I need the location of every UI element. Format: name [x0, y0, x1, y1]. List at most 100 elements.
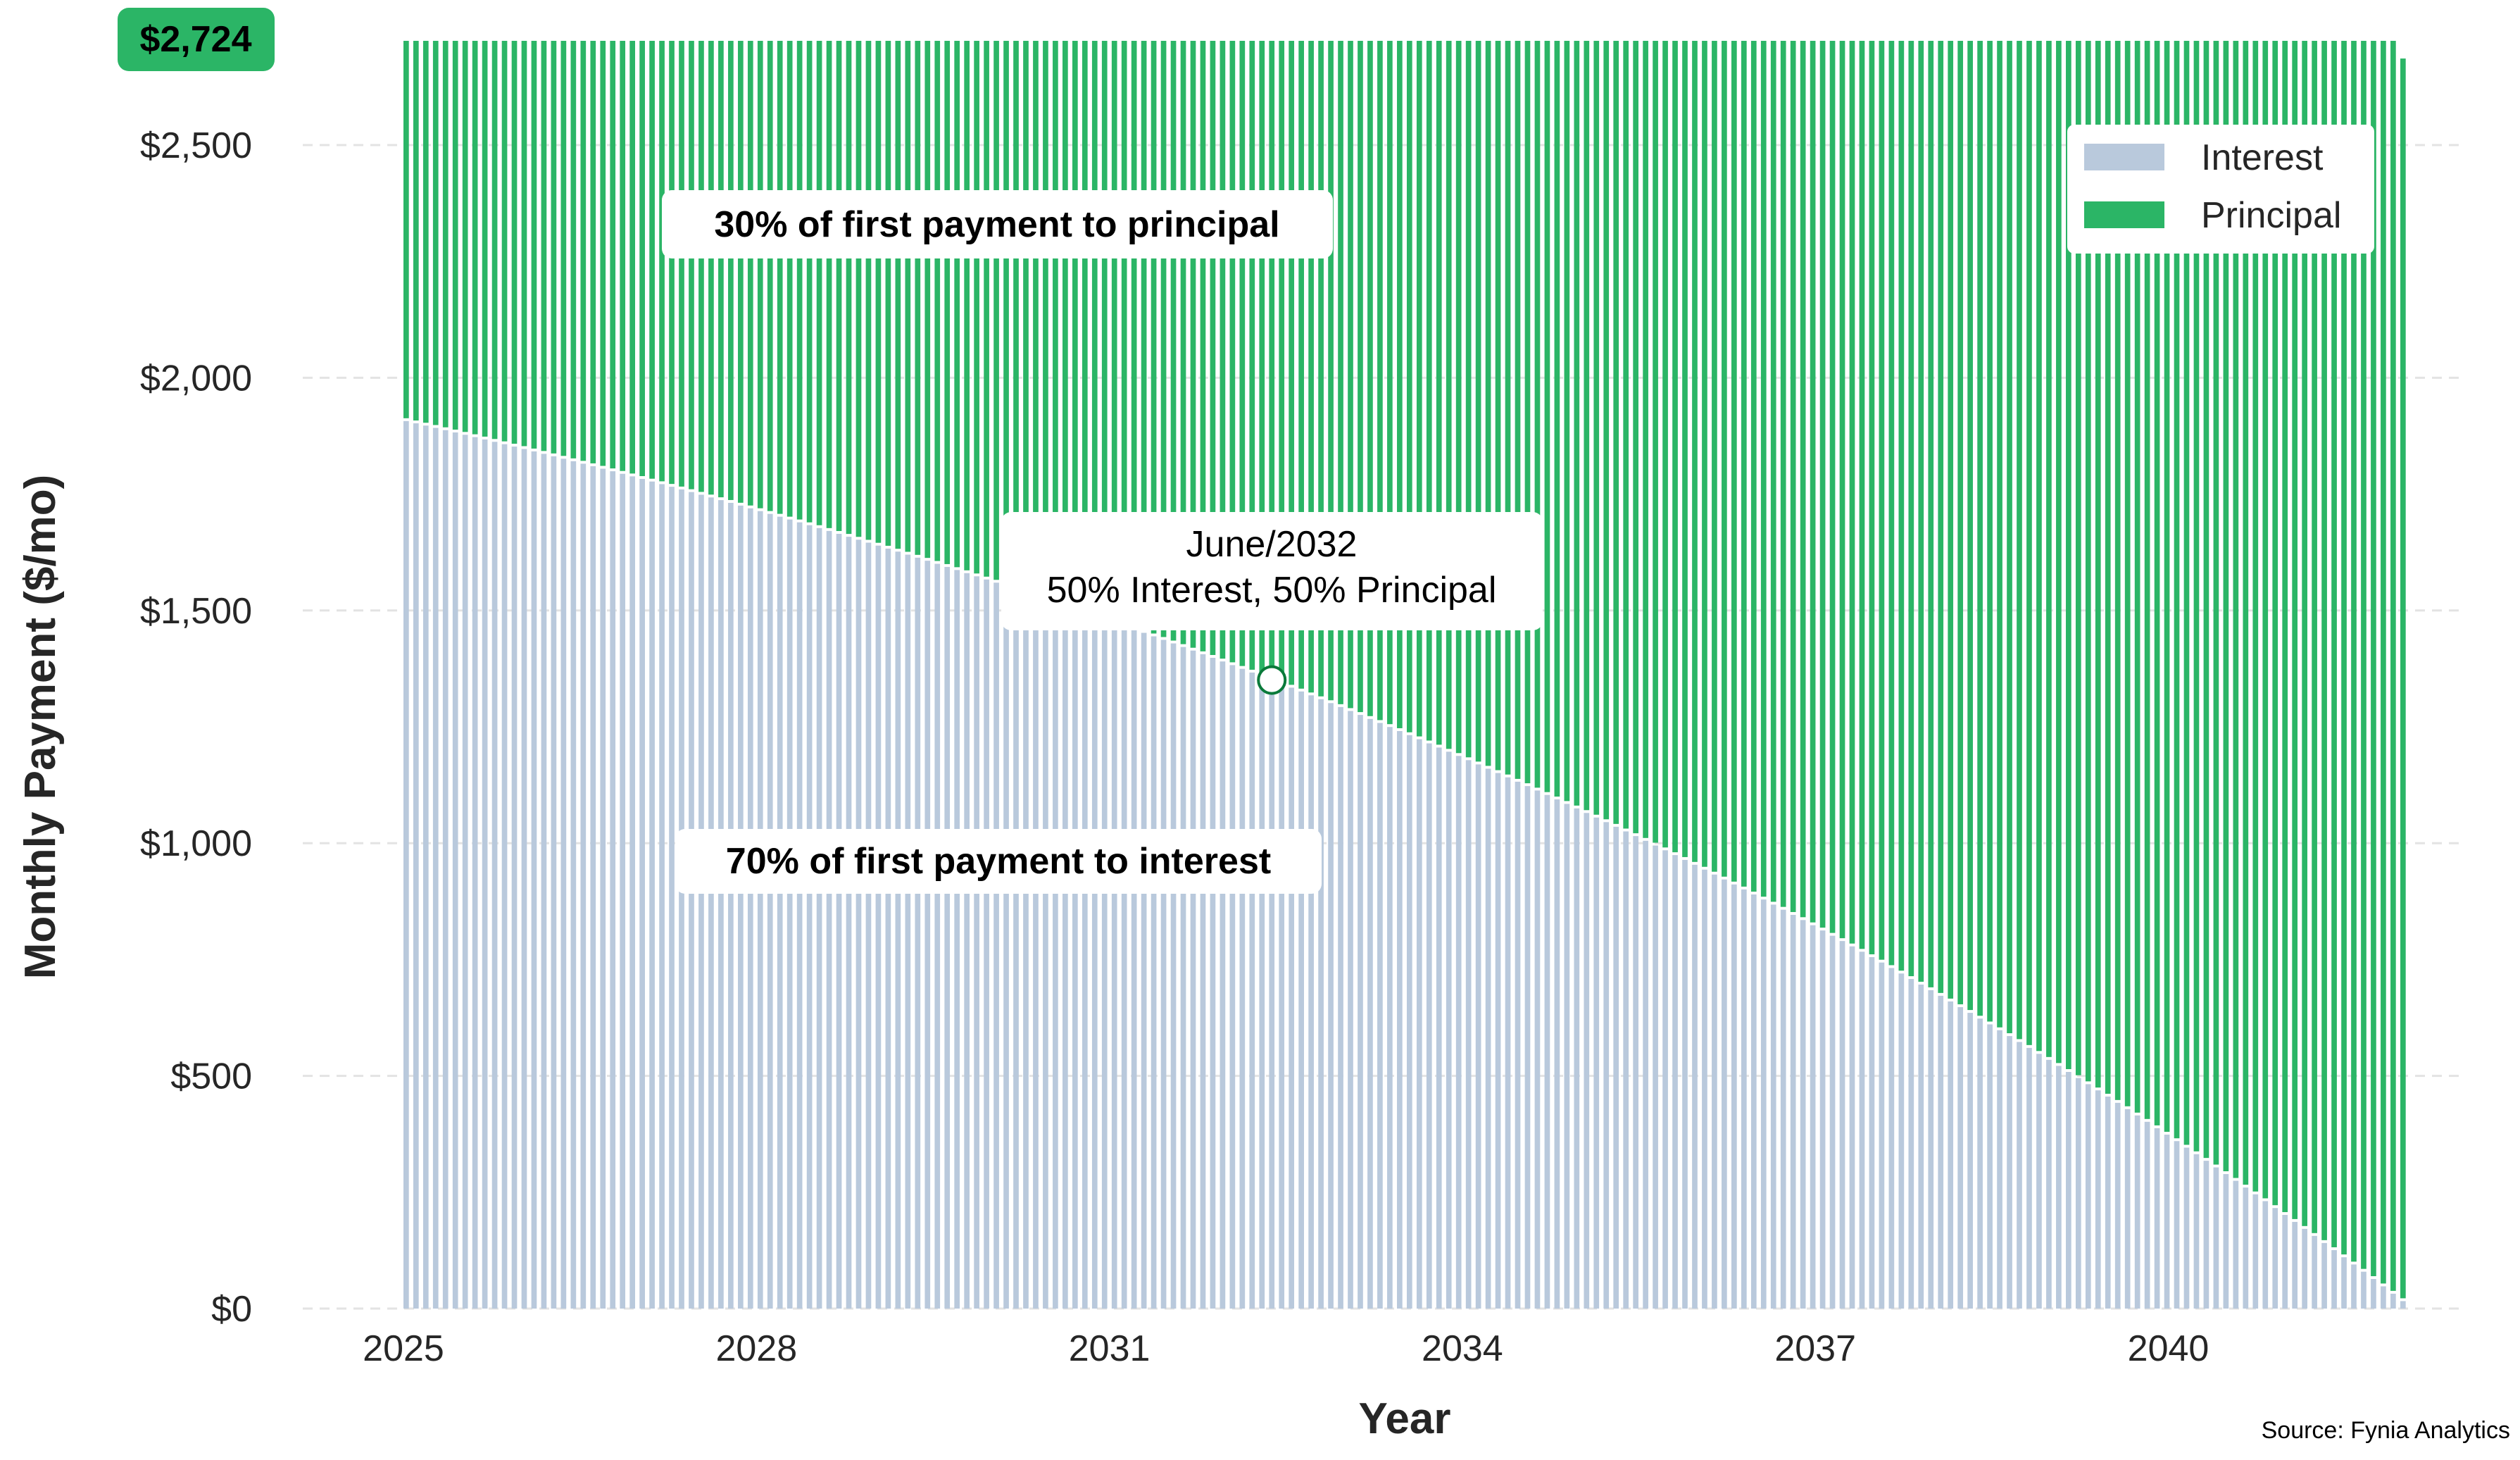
interest-bar	[1348, 711, 1353, 1309]
interest-annotation-text: 70% of first payment to interest	[726, 841, 1271, 882]
principal-bar	[2066, 40, 2071, 1070]
interest-bar	[1839, 941, 1845, 1309]
principal-bar	[1662, 40, 1668, 848]
principal-bar	[580, 40, 587, 461]
principal-bar	[1318, 40, 1324, 697]
principal-bar	[1377, 40, 1383, 720]
principal-bar	[1574, 40, 1580, 806]
principal-bar	[757, 40, 763, 508]
interest-bar	[1653, 845, 1658, 1309]
principal-bar	[865, 40, 872, 540]
interest-bar	[974, 576, 979, 1309]
interest-bar	[2183, 1147, 2190, 1309]
principal-annotation-box	[662, 190, 1333, 258]
interest-bar	[2124, 1109, 2131, 1309]
interest-bar	[964, 573, 970, 1309]
interest-bar	[2292, 1221, 2298, 1309]
principal-bar	[816, 40, 822, 525]
interest-bar	[2341, 1257, 2347, 1309]
principal-bar	[915, 40, 921, 555]
principal-bar	[1869, 40, 1875, 954]
y-tick-label: $1,500	[140, 591, 252, 632]
interest-bar	[905, 554, 911, 1309]
principal-bar	[442, 40, 449, 428]
interest-bar	[501, 444, 508, 1309]
interest-bar	[826, 530, 832, 1309]
y-tick-label: $1,000	[140, 823, 252, 864]
principal-bar	[1898, 40, 1905, 971]
interest-bar	[1308, 695, 1314, 1309]
principal-bar	[1298, 40, 1304, 689]
interest-bar	[1298, 691, 1304, 1309]
principal-bar	[2075, 40, 2081, 1075]
principal-bar	[1623, 40, 1629, 829]
interest-bar	[1554, 799, 1560, 1309]
principal-bar	[2321, 40, 2327, 1240]
principal-bar	[2114, 40, 2121, 1100]
interest-bar	[1289, 687, 1295, 1309]
principal-bar	[1780, 40, 1786, 907]
principal-bar	[1554, 40, 1560, 797]
principal-bar	[1879, 40, 1885, 960]
interest-bar	[2400, 1301, 2406, 1309]
interest-bar	[551, 456, 557, 1309]
principal-bar	[1141, 40, 1147, 630]
principal-bar	[2085, 40, 2091, 1082]
interest-bar	[2262, 1201, 2269, 1309]
principal-bar	[1987, 40, 1993, 1022]
principal-bar	[1091, 40, 1098, 613]
interest-bar	[2056, 1066, 2062, 1309]
principal-bar	[1279, 40, 1285, 681]
interest-bar	[855, 539, 862, 1309]
principal-bar	[2105, 40, 2111, 1094]
principal-bar	[1524, 40, 1531, 784]
interest-bar	[796, 522, 803, 1309]
legend-swatch-interest	[2084, 144, 2164, 170]
principal-bar	[2154, 40, 2160, 1125]
payment-badge-label: $2,724	[139, 19, 251, 60]
interest-bar	[1849, 946, 1855, 1309]
principal-bar	[1465, 40, 1472, 758]
principal-bar	[1269, 40, 1275, 678]
principal-bar	[1160, 40, 1167, 637]
principal-bar	[1888, 40, 1895, 966]
principal-bar	[1957, 40, 1964, 1004]
crossover-annotation-box	[1001, 512, 1543, 630]
interest-bar	[2174, 1141, 2180, 1309]
principal-bar	[1633, 40, 1638, 834]
interest-bar	[1259, 676, 1265, 1309]
interest-bar	[1692, 864, 1698, 1309]
principal-bar	[1712, 40, 1717, 872]
principal-bar	[1131, 40, 1137, 627]
x-tick-label: 2025	[363, 1328, 444, 1369]
principal-bar	[1121, 40, 1127, 623]
principal-bar	[1348, 40, 1353, 709]
interest-bar	[1515, 781, 1521, 1309]
principal-bar	[452, 40, 458, 430]
interest-bar	[984, 579, 989, 1309]
principal-bar	[2272, 40, 2278, 1206]
interest-bar	[1977, 1018, 1983, 1309]
interest-bar	[2007, 1036, 2012, 1309]
principal-bar	[1584, 40, 1590, 811]
principal-bar	[1013, 40, 1019, 587]
principal-bar	[629, 40, 636, 474]
interest-bar	[1220, 661, 1226, 1309]
principal-bar	[1406, 40, 1412, 732]
principal-bar	[2341, 40, 2347, 1255]
interest-bar	[1426, 743, 1432, 1309]
interest-bar	[1869, 956, 1875, 1309]
principal-bar	[1790, 40, 1796, 912]
principal-bar	[472, 40, 478, 435]
principal-bar	[885, 40, 891, 546]
interest-bar	[1613, 826, 1619, 1309]
interest-bar	[2114, 1102, 2121, 1309]
interest-bar	[1967, 1013, 1973, 1309]
interest-bar	[1003, 585, 1009, 1309]
interest-bar	[531, 451, 537, 1309]
principal-bar	[620, 40, 626, 471]
interest-bar	[865, 542, 872, 1309]
interest-bar	[718, 500, 724, 1309]
principal-bar	[1495, 40, 1501, 770]
